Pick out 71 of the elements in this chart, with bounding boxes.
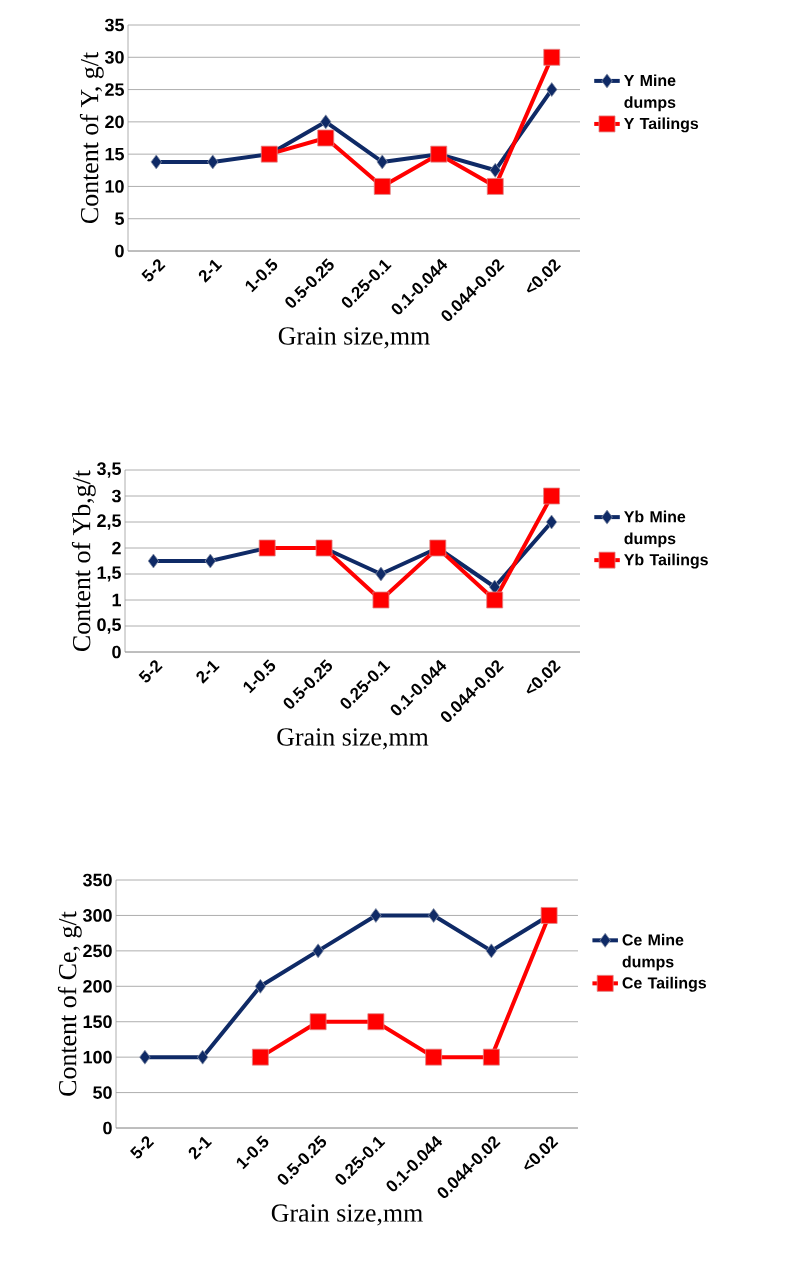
point: [312, 943, 324, 959]
point: [317, 129, 335, 147]
point: [251, 1048, 269, 1066]
y-tick-label: 3,5: [96, 462, 121, 478]
point: [309, 1013, 327, 1031]
y-tick-label: 25: [105, 83, 124, 96]
x-axis-title: Grain size,mm: [278, 327, 430, 349]
y-tick-label: 20: [105, 115, 124, 129]
point: [373, 178, 391, 195]
x-tick-label: 5-2: [138, 660, 163, 683]
y-axis-title: Content of Y, g/t: [79, 52, 104, 224]
legend-label: Yb Tailings: [624, 553, 708, 569]
legend-label: Yb Mine dumps: [624, 510, 686, 548]
point: [427, 908, 440, 923]
y-tick-label: 5: [115, 212, 124, 225]
point: [376, 154, 388, 170]
x-tick-label: 2-1: [196, 660, 220, 684]
y-tick-label: 350: [82, 873, 112, 887]
y-tick-label: 150: [83, 1015, 112, 1029]
legend-label: Y Mine dumps: [624, 74, 676, 112]
point: [196, 1049, 209, 1065]
point: [545, 514, 558, 530]
y-tick-label: 3: [111, 489, 121, 503]
y-tick-label: 100: [83, 1050, 112, 1064]
y-tick-label: 50: [93, 1086, 112, 1099]
point: [486, 178, 504, 195]
y-tick-label: 15: [105, 147, 124, 161]
point: [320, 114, 332, 130]
legend-label: Ce Mine dumps: [622, 933, 684, 971]
point: [372, 591, 390, 609]
y-tick-label: 300: [82, 909, 112, 922]
x-tick-label: 2-1: [188, 1136, 213, 1160]
point: [207, 154, 219, 170]
point: [370, 908, 382, 923]
x-axis-title: Grain size,mm: [277, 728, 429, 750]
point: [204, 553, 216, 569]
point: [543, 487, 560, 505]
y-tick-label: 0,5: [97, 618, 121, 634]
point: [489, 162, 501, 178]
y-axis-title: Content of Ce, g/t: [57, 911, 82, 1096]
y-tick-label: 35: [104, 18, 124, 32]
point: [546, 82, 558, 97]
point: [486, 591, 504, 609]
y-tick-label: 250: [83, 944, 112, 958]
x-axis-title: Grain size,mm: [271, 1204, 423, 1226]
point: [482, 1048, 500, 1066]
y-tick-label: 2: [112, 541, 121, 555]
y-tick-label: 2,5: [97, 514, 121, 530]
point: [139, 1049, 151, 1065]
point: [254, 978, 267, 994]
point: [150, 154, 162, 170]
point: [375, 566, 387, 582]
y-tick-label: 0: [112, 645, 121, 659]
y-tick-label: 200: [83, 979, 112, 993]
y-tick-label: 0: [115, 244, 124, 258]
y-tick-label: 10: [105, 180, 124, 193]
point: [543, 48, 561, 66]
legend-label: Ce Tailings: [622, 976, 707, 992]
y-tick-label: 0: [103, 1121, 112, 1135]
x-tick-label: 5-2: [130, 1136, 155, 1159]
y-axis-title: Content of Yb,g/t: [71, 470, 96, 651]
y-tick-label: 1,5: [97, 566, 121, 582]
legend-label: Y Tailings: [624, 117, 699, 133]
point: [485, 943, 498, 959]
x-tick-label: 2-1: [198, 259, 223, 283]
point: [147, 553, 160, 569]
point: [367, 1013, 385, 1031]
y-tick-label: 30: [104, 50, 124, 64]
point: [425, 1048, 443, 1066]
x-tick-label: 5-2: [141, 259, 166, 282]
y-tick-label: 1: [112, 593, 121, 607]
